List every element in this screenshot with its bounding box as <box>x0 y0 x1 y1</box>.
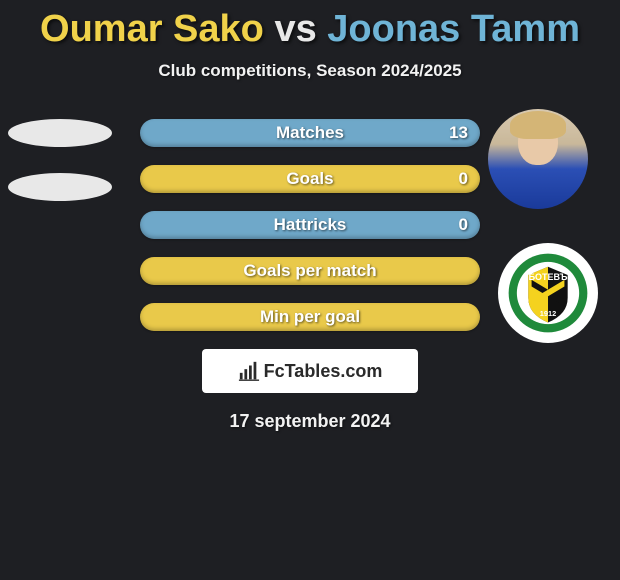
stat-bar-label: Hattricks <box>274 215 347 235</box>
stat-bar: Matches 13 <box>140 119 480 147</box>
page-title: Oumar Sako vs Joonas Tamm <box>0 0 620 51</box>
svg-text:1912: 1912 <box>540 309 556 318</box>
stat-bar-label: Matches <box>276 123 344 143</box>
stat-bar-label: Goals <box>286 169 333 189</box>
stat-bar-label: Goals per match <box>243 261 376 281</box>
subtitle: Club competitions, Season 2024/2025 <box>0 61 620 81</box>
title-player1: Oumar Sako <box>40 8 264 50</box>
title-vs: vs <box>264 8 327 50</box>
left-player-avatar-placeholder <box>8 119 112 147</box>
stat-bar: Goals 0 <box>140 165 480 193</box>
stat-bar-value-right: 13 <box>449 123 468 143</box>
stat-bar-value-right: 0 <box>459 215 468 235</box>
svg-text:БОТЕВЪ: БОТЕВЪ <box>529 272 568 282</box>
stat-bar: Min per goal <box>140 303 480 331</box>
right-player-club-badge: БОТЕВЪ 1912 <box>498 243 598 343</box>
footer-date: 17 september 2024 <box>0 411 620 432</box>
bar-chart-icon <box>238 360 260 382</box>
stat-bar: Hattricks 0 <box>140 211 480 239</box>
stat-bar: Goals per match <box>140 257 480 285</box>
right-player-avatar <box>488 109 588 209</box>
stat-bar-value-right: 0 <box>459 169 468 189</box>
left-player-badge-placeholder <box>8 173 112 201</box>
title-player2: Joonas Tamm <box>327 8 580 50</box>
fctables-logo-text: FcTables.com <box>264 361 383 382</box>
fctables-logo[interactable]: FcTables.com <box>202 349 418 393</box>
stat-bar-label: Min per goal <box>260 307 360 327</box>
stats-area: БОТЕВЪ 1912 Matches13Goals0Hattricks0Goa… <box>0 119 620 331</box>
